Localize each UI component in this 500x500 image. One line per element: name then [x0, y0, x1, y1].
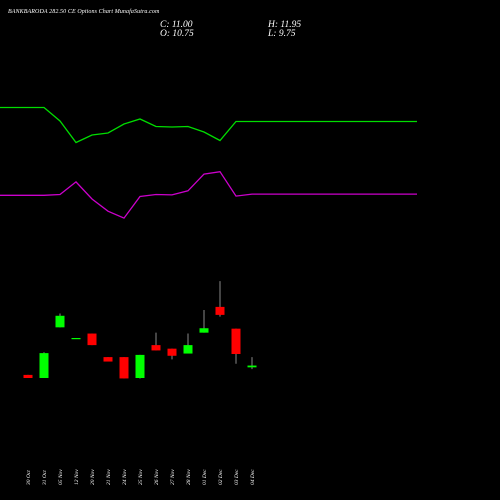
open-label: O:: [160, 29, 171, 39]
indicator-lines: [0, 106, 417, 219]
candle: [103, 357, 113, 362]
candle: [55, 313, 65, 328]
x-tick-label: 24 Nov: [121, 469, 128, 485]
low-readout: L: 9.75: [268, 29, 295, 39]
candle: [87, 333, 97, 346]
candle-body: [103, 357, 113, 362]
candle: [119, 357, 129, 379]
indicator-line-lower: [0, 170, 417, 219]
candle-body: [87, 333, 97, 346]
x-tick-label: 26 Nov: [154, 469, 160, 485]
x-axis-ticks: 30 Oct 31 Oct 05 Nov 12 Nov 20 Nov 21 Nov 24 N…: [26, 469, 256, 486]
candle-body: [199, 328, 209, 333]
candle-body: [39, 353, 49, 378]
x-tick-label: 21 Nov: [106, 469, 112, 485]
candle-body: [167, 348, 177, 356]
x-tick-label: 01 Dec: [202, 469, 208, 485]
candles-group: [23, 281, 257, 379]
x-tick-label: 20 Nov: [90, 469, 96, 485]
x-tick-label: 12 Nov: [74, 469, 80, 485]
close-label: C:: [160, 20, 170, 30]
candle-body: [183, 345, 193, 354]
high-readout: H: 11.95: [268, 20, 301, 30]
close-value: 11.00: [171, 20, 193, 30]
candle-body: [151, 345, 161, 351]
x-tick-label: 03 Dec: [234, 469, 240, 485]
candle: [183, 333, 193, 354]
candle: [231, 328, 241, 364]
candle-body: [71, 338, 81, 340]
candle: [71, 338, 81, 340]
low-label: L:: [268, 29, 277, 39]
high-value: 11.95: [280, 20, 302, 30]
candle-body: [247, 365, 257, 368]
candle-body: [215, 306, 225, 315]
candle: [151, 332, 161, 351]
x-tick-label: 05 Nov: [58, 469, 64, 485]
candle: [247, 357, 257, 370]
high-label: H:: [268, 20, 279, 30]
candle: [39, 352, 49, 378]
x-tick-label: 27 Nov: [170, 469, 176, 485]
candle: [167, 348, 177, 360]
chart-title: BANKBARODA 282.50 CE Options Chart Munaf…: [8, 9, 160, 15]
candle: [23, 374, 33, 378]
x-tick-label: 31 Oct: [42, 470, 48, 486]
x-tick-label: 04 Dec: [249, 469, 256, 485]
x-tick-label: 30 Oct: [26, 470, 32, 486]
x-tick-label: 25 Nov: [138, 469, 144, 485]
candle: [135, 354, 145, 379]
candle-body: [135, 354, 145, 378]
candle: [215, 281, 225, 317]
candle-body: [23, 374, 33, 378]
open-readout: O: 10.75: [160, 29, 194, 39]
candle-body: [231, 328, 241, 354]
low-value: 9.75: [278, 29, 296, 39]
candle-body: [119, 357, 129, 379]
candle: [199, 310, 209, 333]
x-tick-label: 02 Dec: [218, 469, 224, 485]
close-readout: C: 11.00: [160, 20, 193, 30]
candle-body: [55, 315, 65, 328]
indicator-line-upper: [0, 106, 417, 144]
open-value: 10.75: [172, 29, 194, 39]
x-tick-label: 28 Nov: [186, 469, 192, 485]
